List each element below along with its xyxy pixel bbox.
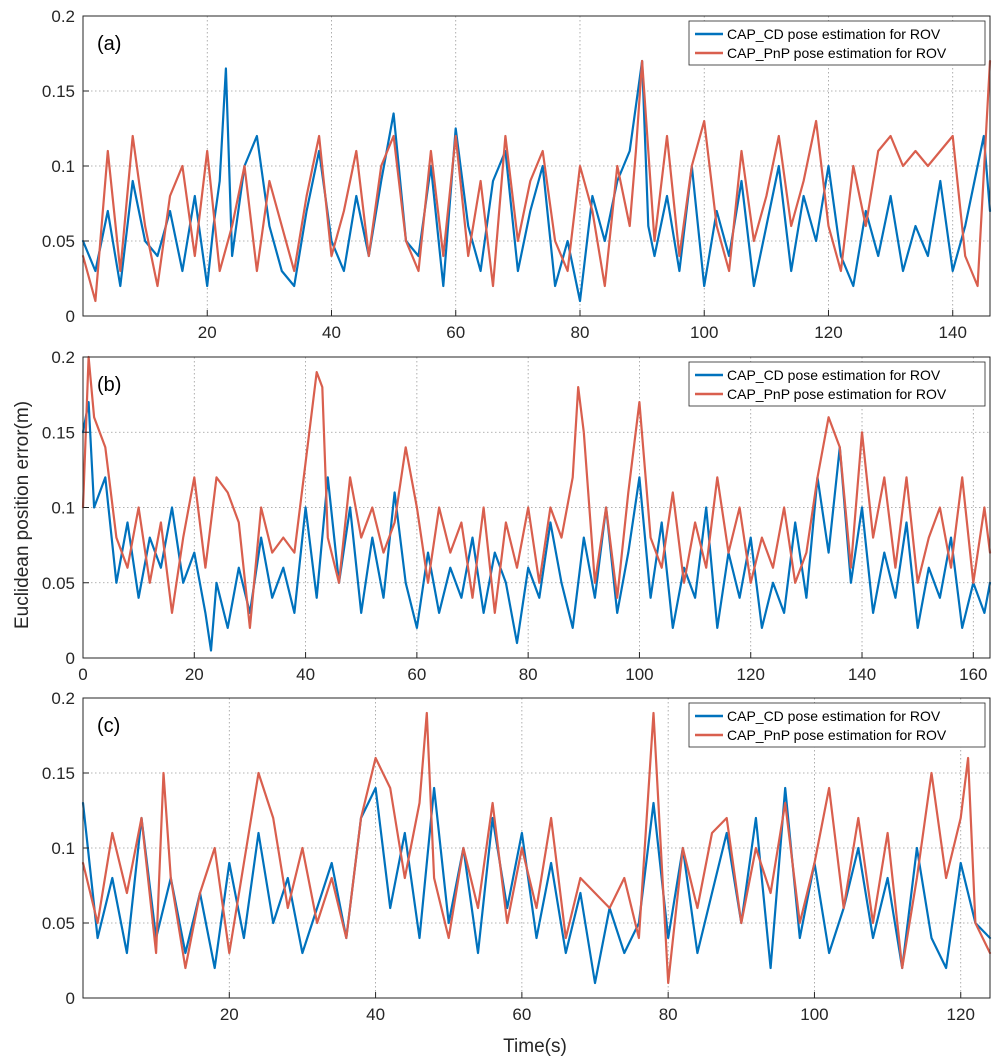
series-cap-pnp-line <box>81 711 992 985</box>
x-tick-label: 20 <box>198 323 217 342</box>
x-tick-label: 160 <box>959 665 987 684</box>
x-tick-label: 40 <box>322 323 341 342</box>
x-tick-label: 100 <box>690 323 718 342</box>
x-tick-label: 100 <box>800 1005 828 1024</box>
legend-box <box>688 20 986 66</box>
x-tick-label: 140 <box>939 323 967 342</box>
x-tick-label: 80 <box>519 665 538 684</box>
legend: CAP_CD pose estimation for ROV CAP_PnP po… <box>688 702 986 748</box>
x-tick-label: 120 <box>947 1005 975 1024</box>
y-tick-label: 0.2 <box>51 689 75 708</box>
series-cap-pnp-line <box>81 355 992 630</box>
y-tick-label: 0.05 <box>42 574 75 593</box>
x-tick-label: 0 <box>78 665 87 684</box>
legend-label-cap-cd: CAP_CD pose estimation for ROV <box>727 708 941 724</box>
y-tick-label: 0.1 <box>51 499 75 518</box>
x-tick-label: 120 <box>814 323 842 342</box>
panel-label: (c) <box>97 715 120 737</box>
y-tick-label: 0.05 <box>42 914 75 933</box>
legend-label-cap-pnp: CAP_PnP pose estimation for ROV <box>727 386 947 402</box>
panel-label: (b) <box>97 374 121 396</box>
x-tick-label: 20 <box>185 665 204 684</box>
legend-box <box>688 361 986 407</box>
x-tick-label: 20 <box>220 1005 239 1024</box>
legend-box <box>688 702 986 748</box>
y-tick-label: 0.1 <box>51 839 75 858</box>
y-tick-label: 0.1 <box>51 157 75 176</box>
x-tick-label: 100 <box>625 665 653 684</box>
y-tick-label: 0 <box>66 649 75 668</box>
series-cap-cd-line <box>81 786 992 985</box>
x-tick-label: 120 <box>737 665 765 684</box>
series-cap-cd-line <box>81 59 992 303</box>
panel-label: (a) <box>97 33 121 55</box>
panel-c: 20 40 60 80 100 120 0 0.05 0.1 0.15 0.2 (c) CAP_CD p… <box>42 689 992 1024</box>
y-tick-label: 0.15 <box>42 423 75 442</box>
x-tick-label: 40 <box>366 1005 385 1024</box>
legend-label-cap-cd: CAP_CD pose estimation for ROV <box>727 26 941 42</box>
x-tick-label: 140 <box>848 665 876 684</box>
x-tick-label: 80 <box>659 1005 678 1024</box>
x-tick-label: 60 <box>446 323 465 342</box>
legend-label-cap-cd: CAP_CD pose estimation for ROV <box>727 367 941 383</box>
x-tick-label: 60 <box>512 1005 531 1024</box>
legend: CAP_CD pose estimation for ROV CAP_PnP po… <box>688 361 986 407</box>
y-tick-label: 0.2 <box>51 7 75 26</box>
y-tick-label: 0 <box>66 307 75 326</box>
series-cap-pnp-line <box>81 59 992 303</box>
x-tick-label: 40 <box>296 665 315 684</box>
panel-b: 0 20 40 60 80 100 120 140 160 0 0.05 0.1 0.15 0.2 (b) C… <box>42 348 992 684</box>
y-tick-label: 0.15 <box>42 764 75 783</box>
x-tick-label: 80 <box>571 323 590 342</box>
panel-a: 20 40 60 80 100 120 140 0 0.05 0.1 0.15 0.2 (a) CAP_C… <box>42 7 992 342</box>
x-axis-label: Time(s) <box>503 1036 567 1057</box>
y-tick-label: 0.05 <box>42 232 75 251</box>
y-tick-label: 0 <box>66 989 75 1008</box>
x-tick-label: 60 <box>407 665 426 684</box>
legend-label-cap-pnp: CAP_PnP pose estimation for ROV <box>727 727 947 743</box>
y-tick-label: 0.15 <box>42 82 75 101</box>
legend-label-cap-pnp: CAP_PnP pose estimation for ROV <box>727 45 947 61</box>
y-axis-label: Euclidean position error(m) <box>12 401 33 629</box>
legend: CAP_CD pose estimation for ROV CAP_PnP po… <box>688 20 986 66</box>
y-tick-label: 0.2 <box>51 348 75 367</box>
